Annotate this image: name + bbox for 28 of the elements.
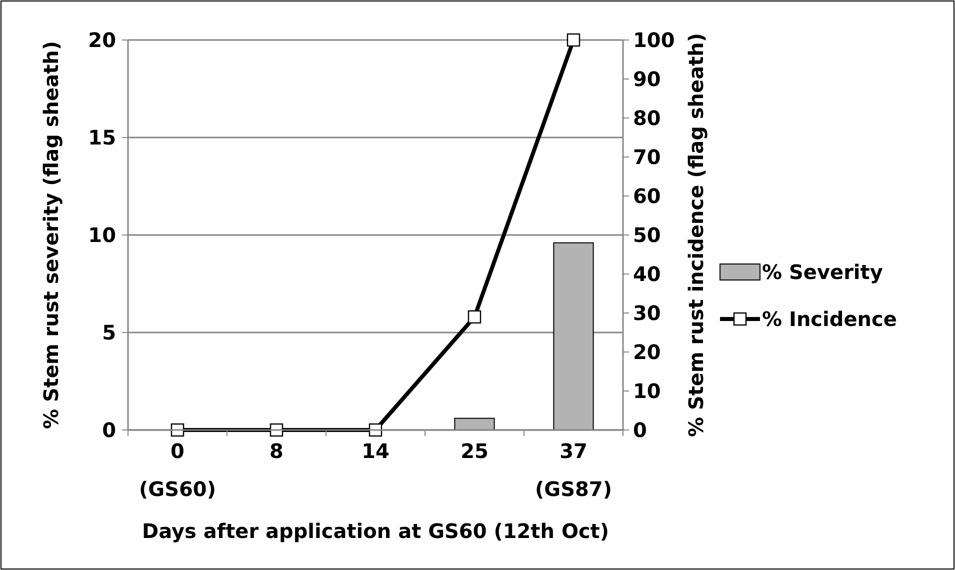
y2-tick-label: 40: [633, 262, 661, 286]
y-axis-title: % Stem rust severity (flag sheath): [39, 40, 63, 430]
x-tick-label: 25: [460, 439, 488, 463]
x-tick-label: 37 (GS87): [535, 439, 612, 501]
x-axis-title: Days after application at GS60 (12th Oct): [142, 519, 610, 543]
point: [468, 310, 482, 324]
y2-tick-label: 50: [633, 223, 661, 247]
legend-label: % Incidence: [762, 307, 897, 331]
legend-label: % Severity: [762, 260, 883, 284]
y-tick-label: 20: [88, 28, 116, 52]
y2-tick-label: 100: [633, 28, 675, 52]
y-tick-label: 15: [88, 126, 116, 150]
y2-axis-title: % Stem rust incidence (flag sheath): [684, 32, 708, 438]
point: [566, 33, 580, 47]
y2-tick-label: 80: [633, 106, 661, 130]
y2-tick-label: 30: [633, 301, 661, 325]
y2-tick-label: 70: [633, 145, 661, 169]
y-tick-label: 10: [88, 223, 116, 247]
y2-tick-label: 0: [633, 418, 647, 442]
y2-tick-label: 90: [633, 67, 661, 91]
y2-tick-label: 60: [633, 184, 661, 208]
x-tick-label: 14: [362, 439, 390, 463]
y-tick-label: 5: [102, 320, 116, 344]
y2-tick-label: 20: [633, 340, 661, 364]
x-tick-label: 0 (GS60): [139, 439, 216, 501]
y-tick-label: 0: [102, 418, 116, 442]
x-tick-label: 8: [270, 439, 284, 463]
y2-tick-label: 10: [633, 379, 661, 403]
